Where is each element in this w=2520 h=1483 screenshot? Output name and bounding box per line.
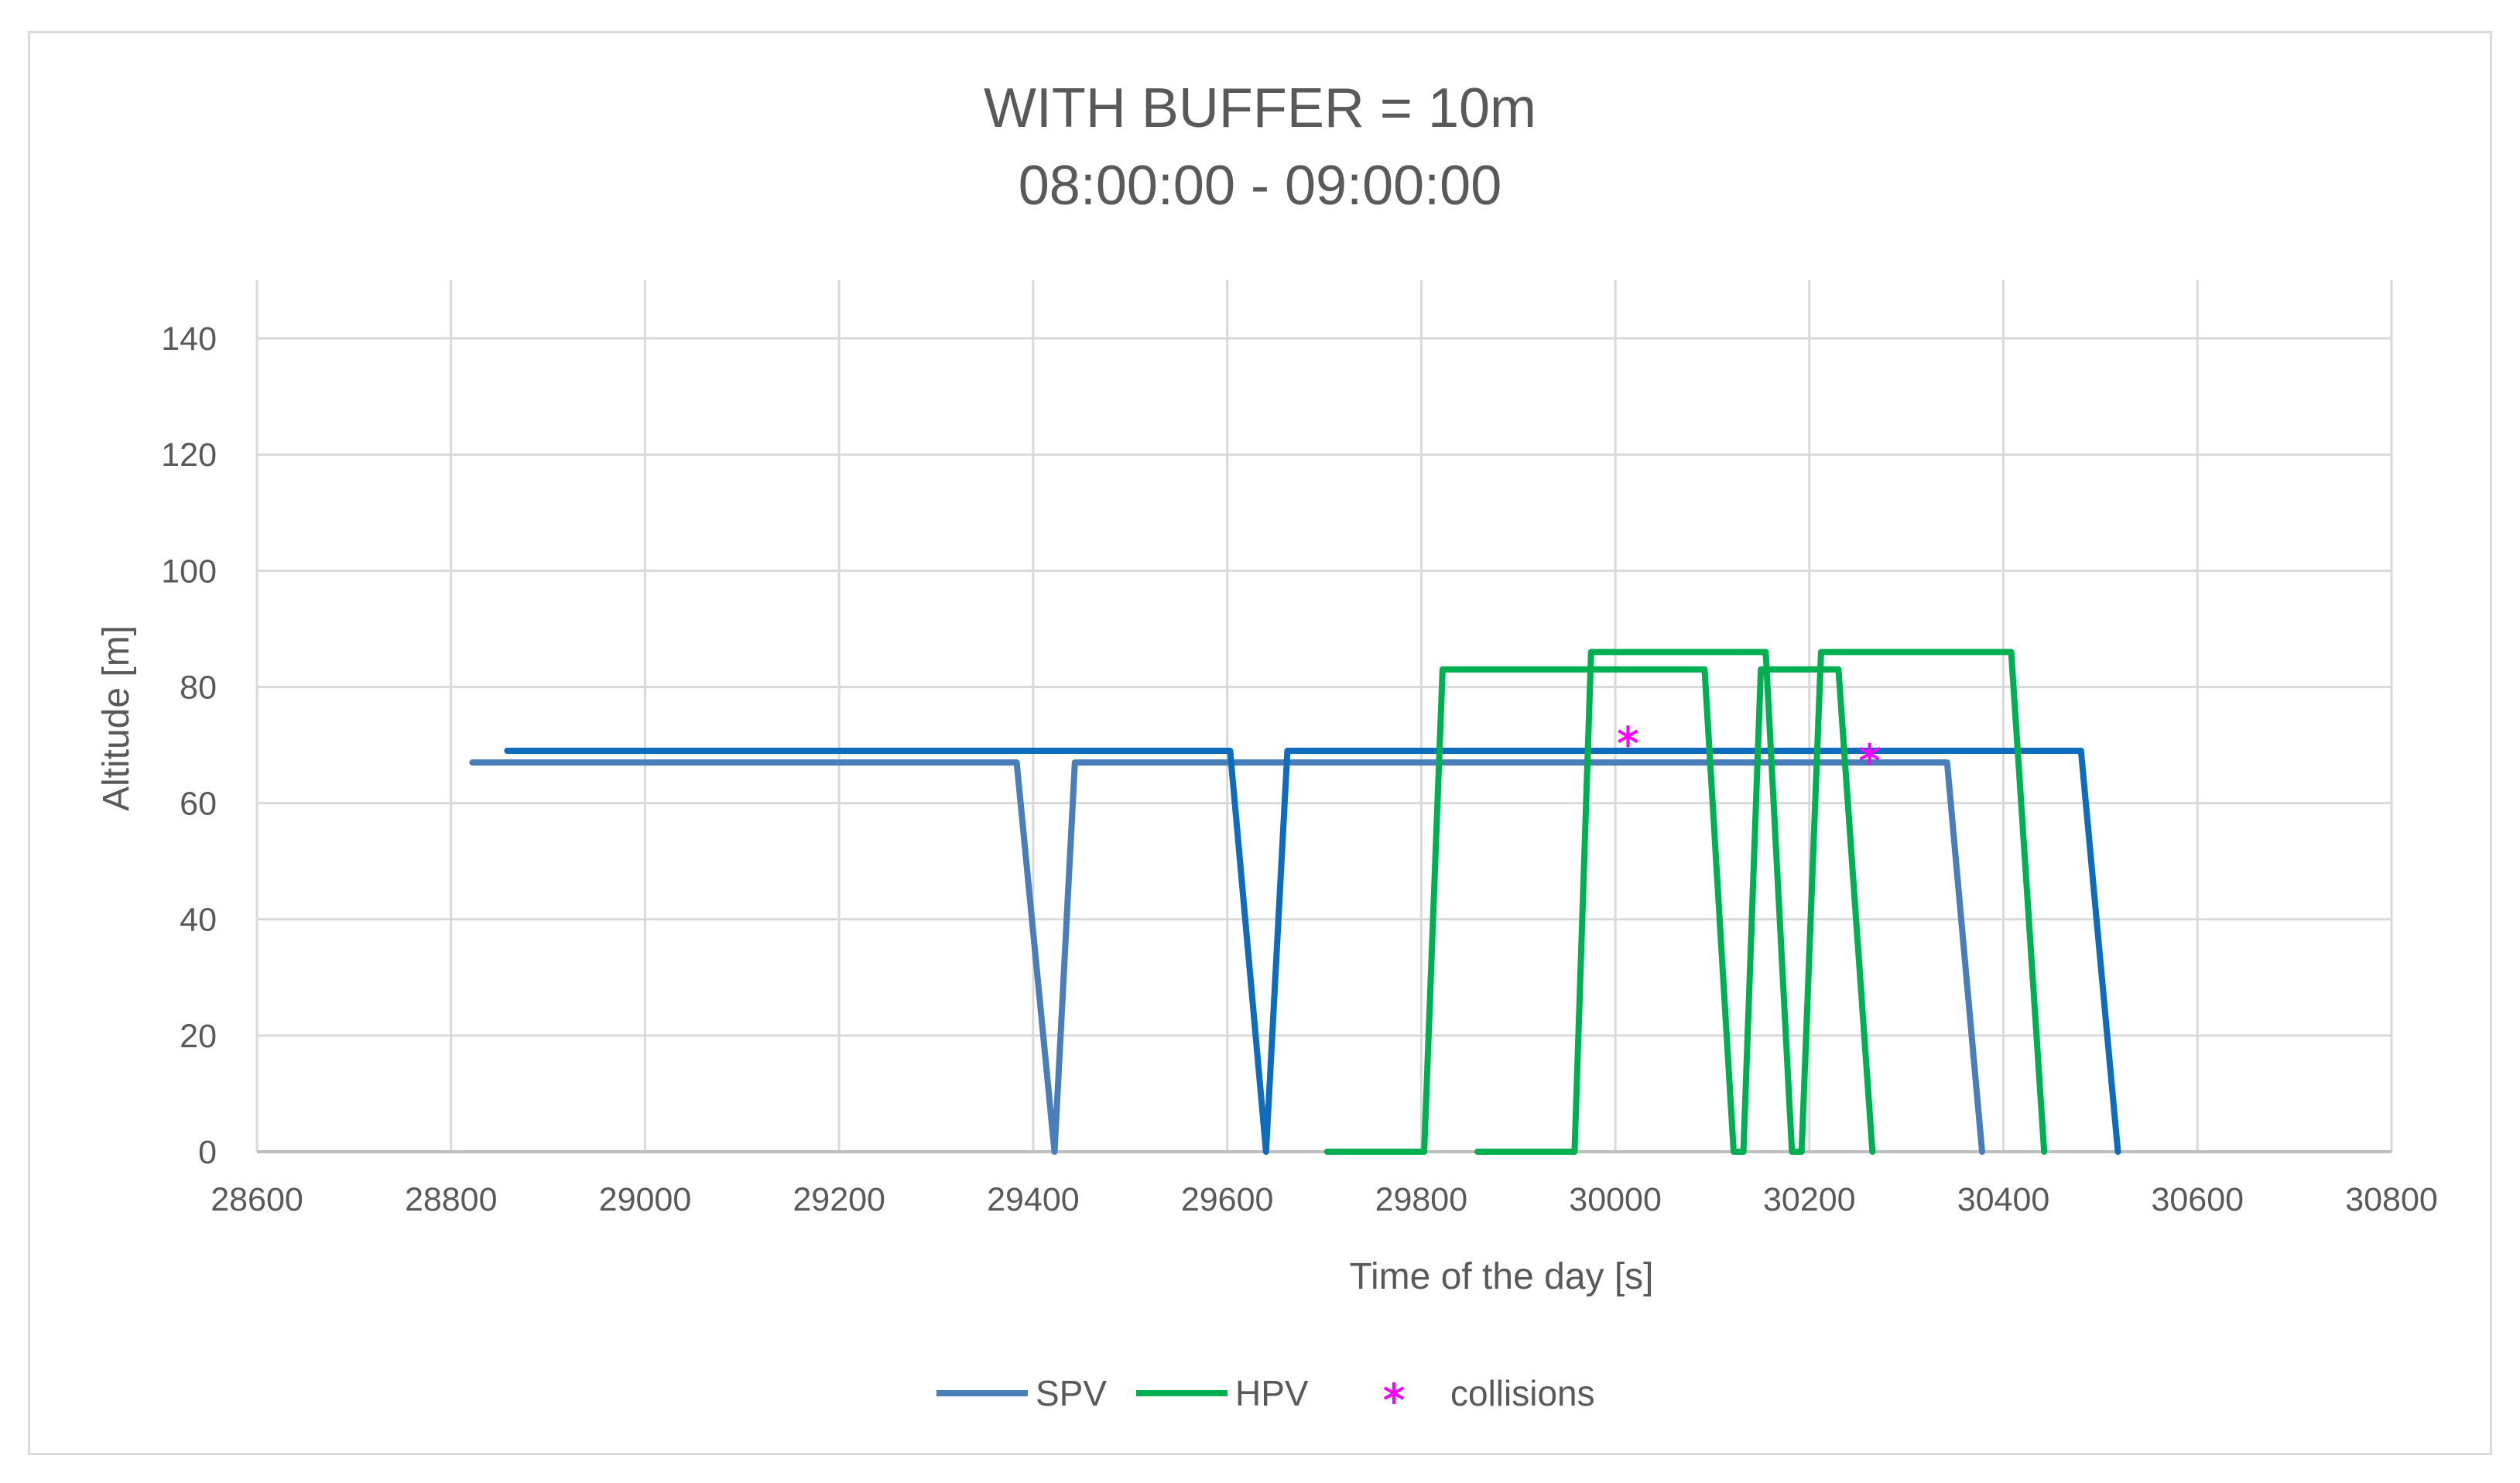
- x-tick-label: 30400: [1957, 1181, 2050, 1218]
- x-tick-label: 30800: [2345, 1181, 2438, 1218]
- x-tick-label: 29600: [1181, 1181, 1274, 1218]
- x-tick-labels: 28600 28800 29000 29200 29400 29600 29800 30000…: [211, 1181, 2438, 1218]
- series-line-hpv-2-0: [1323, 666, 1876, 1155]
- x-tick-label: 30200: [1763, 1181, 1856, 1218]
- y-tick-label: 140: [161, 320, 217, 358]
- x-tick-label: 29800: [1375, 1181, 1468, 1218]
- y-tick-label: 80: [180, 669, 217, 706]
- collision-marker-0: [1618, 725, 1638, 748]
- y-tick-label: 0: [198, 1134, 217, 1171]
- x-tick-label: 29200: [793, 1181, 885, 1218]
- x-tick-label: 30600: [2151, 1181, 2244, 1218]
- plot-area: [469, 649, 2121, 1155]
- x-axis-label: Time of the day [s]: [1349, 1256, 1653, 1297]
- legend-item-hpv: HPV: [1136, 1373, 1309, 1413]
- legend-label: SPV: [1036, 1373, 1107, 1413]
- x-tick-label: 28600: [211, 1181, 303, 1218]
- y-tick-label: 40: [180, 902, 217, 939]
- x-tick-label: 28800: [405, 1181, 498, 1218]
- gridlines: [255, 280, 2393, 1152]
- y-tick-label: 60: [180, 786, 217, 823]
- series-line-hpv-2-1: [1474, 649, 2048, 1155]
- series-line-spv-0-0: [469, 759, 1985, 1155]
- legend-label: collisions: [1450, 1373, 1595, 1413]
- y-tick-label: 100: [161, 553, 217, 590]
- chart-title: WITH BUFFER = 10m: [983, 77, 1537, 139]
- legend-item-collisions: collisions: [1383, 1373, 1595, 1413]
- collision-marker-1: [1859, 742, 1880, 765]
- x-tick-label: 30000: [1569, 1181, 1662, 1218]
- y-tick-label: 120: [161, 437, 217, 474]
- chart-subtitle: 08:00:00 - 09:00:00: [1018, 155, 1502, 217]
- legend-label: HPV: [1235, 1373, 1309, 1413]
- legend: SPV HPV collisions: [936, 1373, 1595, 1413]
- legend-item-spv: SPV: [936, 1373, 1107, 1413]
- series-line-spv-1-0: [504, 748, 2121, 1155]
- chart-frame: [28, 31, 2492, 1455]
- y-tick-labels: 0 20 40 60 80 100 120 140: [161, 320, 217, 1171]
- x-tick-label: 29400: [987, 1181, 1080, 1218]
- legend-swatch: [1383, 1382, 1405, 1404]
- y-tick-label: 20: [180, 1018, 217, 1055]
- x-tick-label: 29000: [599, 1181, 692, 1218]
- y-axis-label: Altitude [m]: [96, 625, 137, 811]
